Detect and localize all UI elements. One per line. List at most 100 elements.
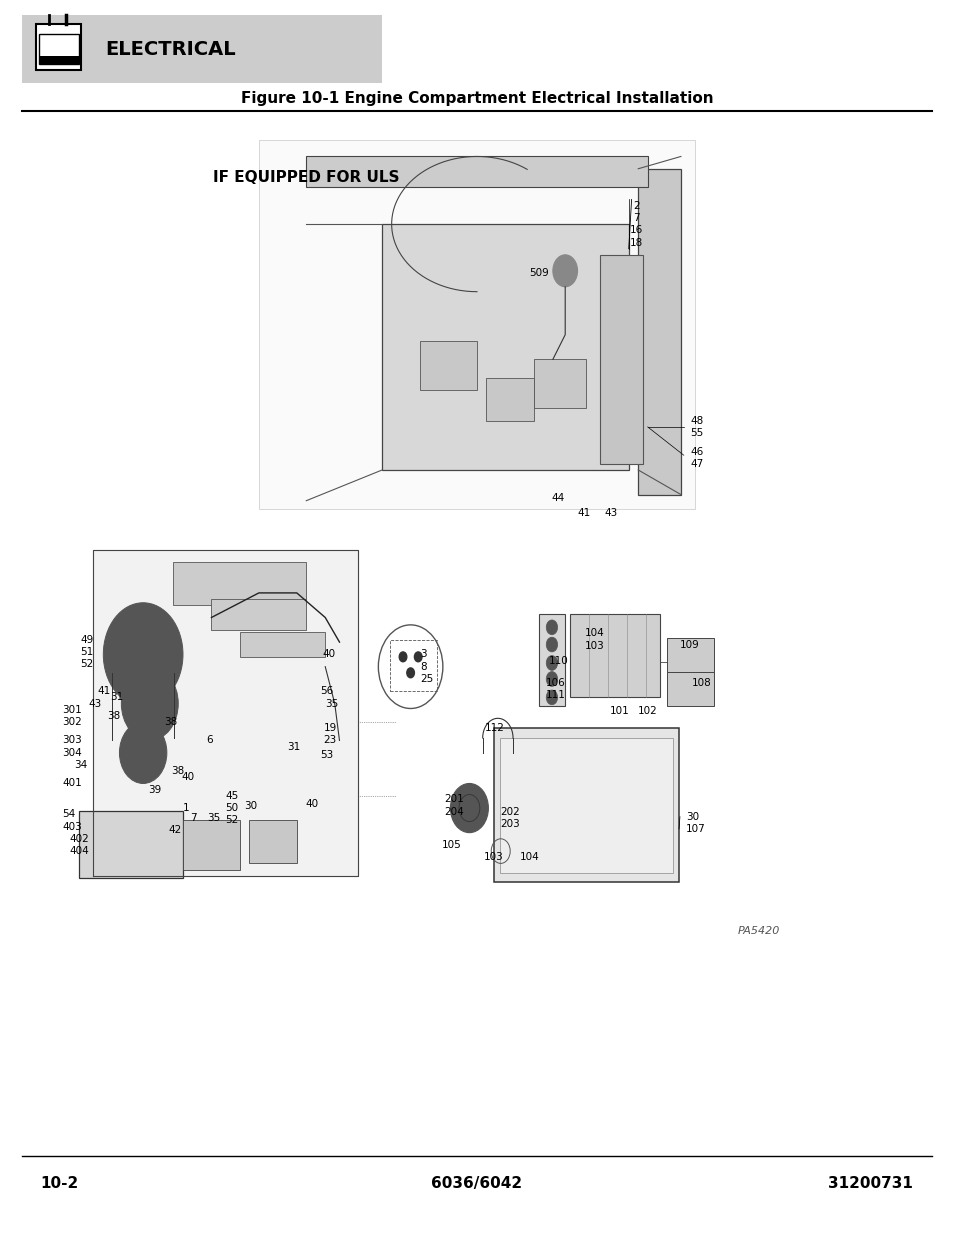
Bar: [390, 640, 436, 692]
Text: 301: 301: [63, 705, 82, 715]
Text: 103: 103: [483, 852, 503, 862]
Text: 112: 112: [484, 724, 504, 734]
Circle shape: [398, 652, 406, 662]
Text: 201: 201: [443, 794, 463, 804]
Text: 41: 41: [577, 508, 590, 517]
Text: 6036/6042: 6036/6042: [431, 1176, 522, 1191]
Bar: [39, 56, 78, 64]
Text: 401: 401: [63, 778, 82, 788]
FancyBboxPatch shape: [22, 15, 382, 83]
Text: 106: 106: [546, 678, 565, 688]
Bar: [239, 632, 325, 657]
Bar: [212, 599, 306, 630]
Text: 35: 35: [325, 699, 338, 709]
Text: 25: 25: [419, 674, 433, 684]
Text: 44: 44: [552, 493, 564, 503]
Text: 47: 47: [690, 459, 703, 469]
Text: 40: 40: [322, 650, 335, 659]
Bar: [183, 820, 239, 869]
Text: 52: 52: [226, 815, 238, 825]
Text: 41: 41: [97, 687, 111, 697]
Bar: [36, 23, 81, 70]
Text: 19: 19: [323, 724, 336, 734]
Bar: [569, 614, 659, 698]
Text: 104: 104: [584, 629, 604, 638]
Bar: [382, 224, 628, 471]
Text: 101: 101: [609, 706, 629, 716]
Bar: [499, 739, 673, 873]
Text: 31200731: 31200731: [827, 1176, 912, 1191]
Circle shape: [546, 620, 558, 635]
Circle shape: [114, 618, 172, 692]
Text: IF EQUIPPED FOR ULS: IF EQUIPPED FOR ULS: [213, 170, 399, 185]
Text: 108: 108: [692, 678, 711, 688]
Polygon shape: [92, 550, 358, 876]
Text: 107: 107: [685, 824, 704, 834]
Circle shape: [546, 672, 558, 687]
Text: 45: 45: [226, 790, 238, 800]
Bar: [249, 820, 296, 863]
Text: 52: 52: [80, 659, 93, 669]
Text: 40: 40: [305, 799, 318, 809]
Text: 403: 403: [63, 821, 82, 831]
Text: 48: 48: [690, 416, 703, 426]
Text: 43: 43: [88, 699, 101, 709]
Text: 50: 50: [226, 803, 238, 813]
Bar: [534, 359, 585, 409]
Text: 110: 110: [549, 656, 568, 666]
Text: 40: 40: [181, 772, 194, 782]
Text: ELECTRICAL: ELECTRICAL: [105, 40, 235, 59]
Bar: [666, 638, 714, 673]
Circle shape: [546, 637, 558, 652]
Text: 202: 202: [499, 806, 519, 816]
FancyBboxPatch shape: [258, 141, 695, 509]
Text: 51: 51: [80, 647, 93, 657]
Circle shape: [103, 603, 183, 706]
Text: 7: 7: [633, 212, 639, 224]
Text: 302: 302: [63, 718, 82, 727]
Text: PA5420: PA5420: [737, 926, 780, 936]
Text: 30: 30: [685, 811, 698, 821]
Text: 103: 103: [584, 641, 604, 651]
Text: 402: 402: [70, 834, 89, 844]
Text: 204: 204: [443, 806, 463, 816]
Bar: [419, 341, 476, 390]
Bar: [486, 378, 534, 421]
Circle shape: [119, 722, 167, 783]
Text: 104: 104: [519, 852, 538, 862]
Text: 39: 39: [148, 784, 161, 794]
Circle shape: [414, 652, 421, 662]
Circle shape: [406, 668, 414, 678]
Text: 7: 7: [191, 813, 197, 823]
Circle shape: [553, 254, 577, 287]
Text: 55: 55: [690, 429, 703, 438]
Bar: [538, 614, 564, 706]
Text: 304: 304: [63, 747, 82, 758]
Text: 49: 49: [80, 635, 93, 645]
Circle shape: [131, 679, 169, 729]
Text: 42: 42: [169, 825, 182, 835]
Bar: [666, 672, 714, 706]
Text: 404: 404: [70, 846, 89, 856]
Text: 1: 1: [183, 803, 190, 813]
Bar: [306, 157, 647, 188]
Text: 18: 18: [629, 237, 642, 247]
Text: 38: 38: [172, 766, 185, 776]
Text: 53: 53: [320, 750, 334, 761]
Text: 38: 38: [164, 718, 177, 727]
Text: 16: 16: [629, 225, 642, 235]
Text: 303: 303: [63, 736, 82, 746]
Text: 31: 31: [287, 741, 300, 752]
Text: 38: 38: [107, 711, 120, 721]
Text: 109: 109: [679, 640, 699, 650]
Text: 54: 54: [63, 809, 75, 819]
Text: 46: 46: [690, 447, 703, 457]
Text: 34: 34: [73, 760, 87, 771]
Circle shape: [121, 667, 178, 741]
Text: 102: 102: [638, 706, 658, 716]
Circle shape: [546, 656, 558, 671]
Text: 35: 35: [207, 813, 220, 823]
Text: 23: 23: [323, 736, 336, 746]
Text: 111: 111: [546, 690, 565, 700]
Text: 30: 30: [244, 800, 257, 810]
